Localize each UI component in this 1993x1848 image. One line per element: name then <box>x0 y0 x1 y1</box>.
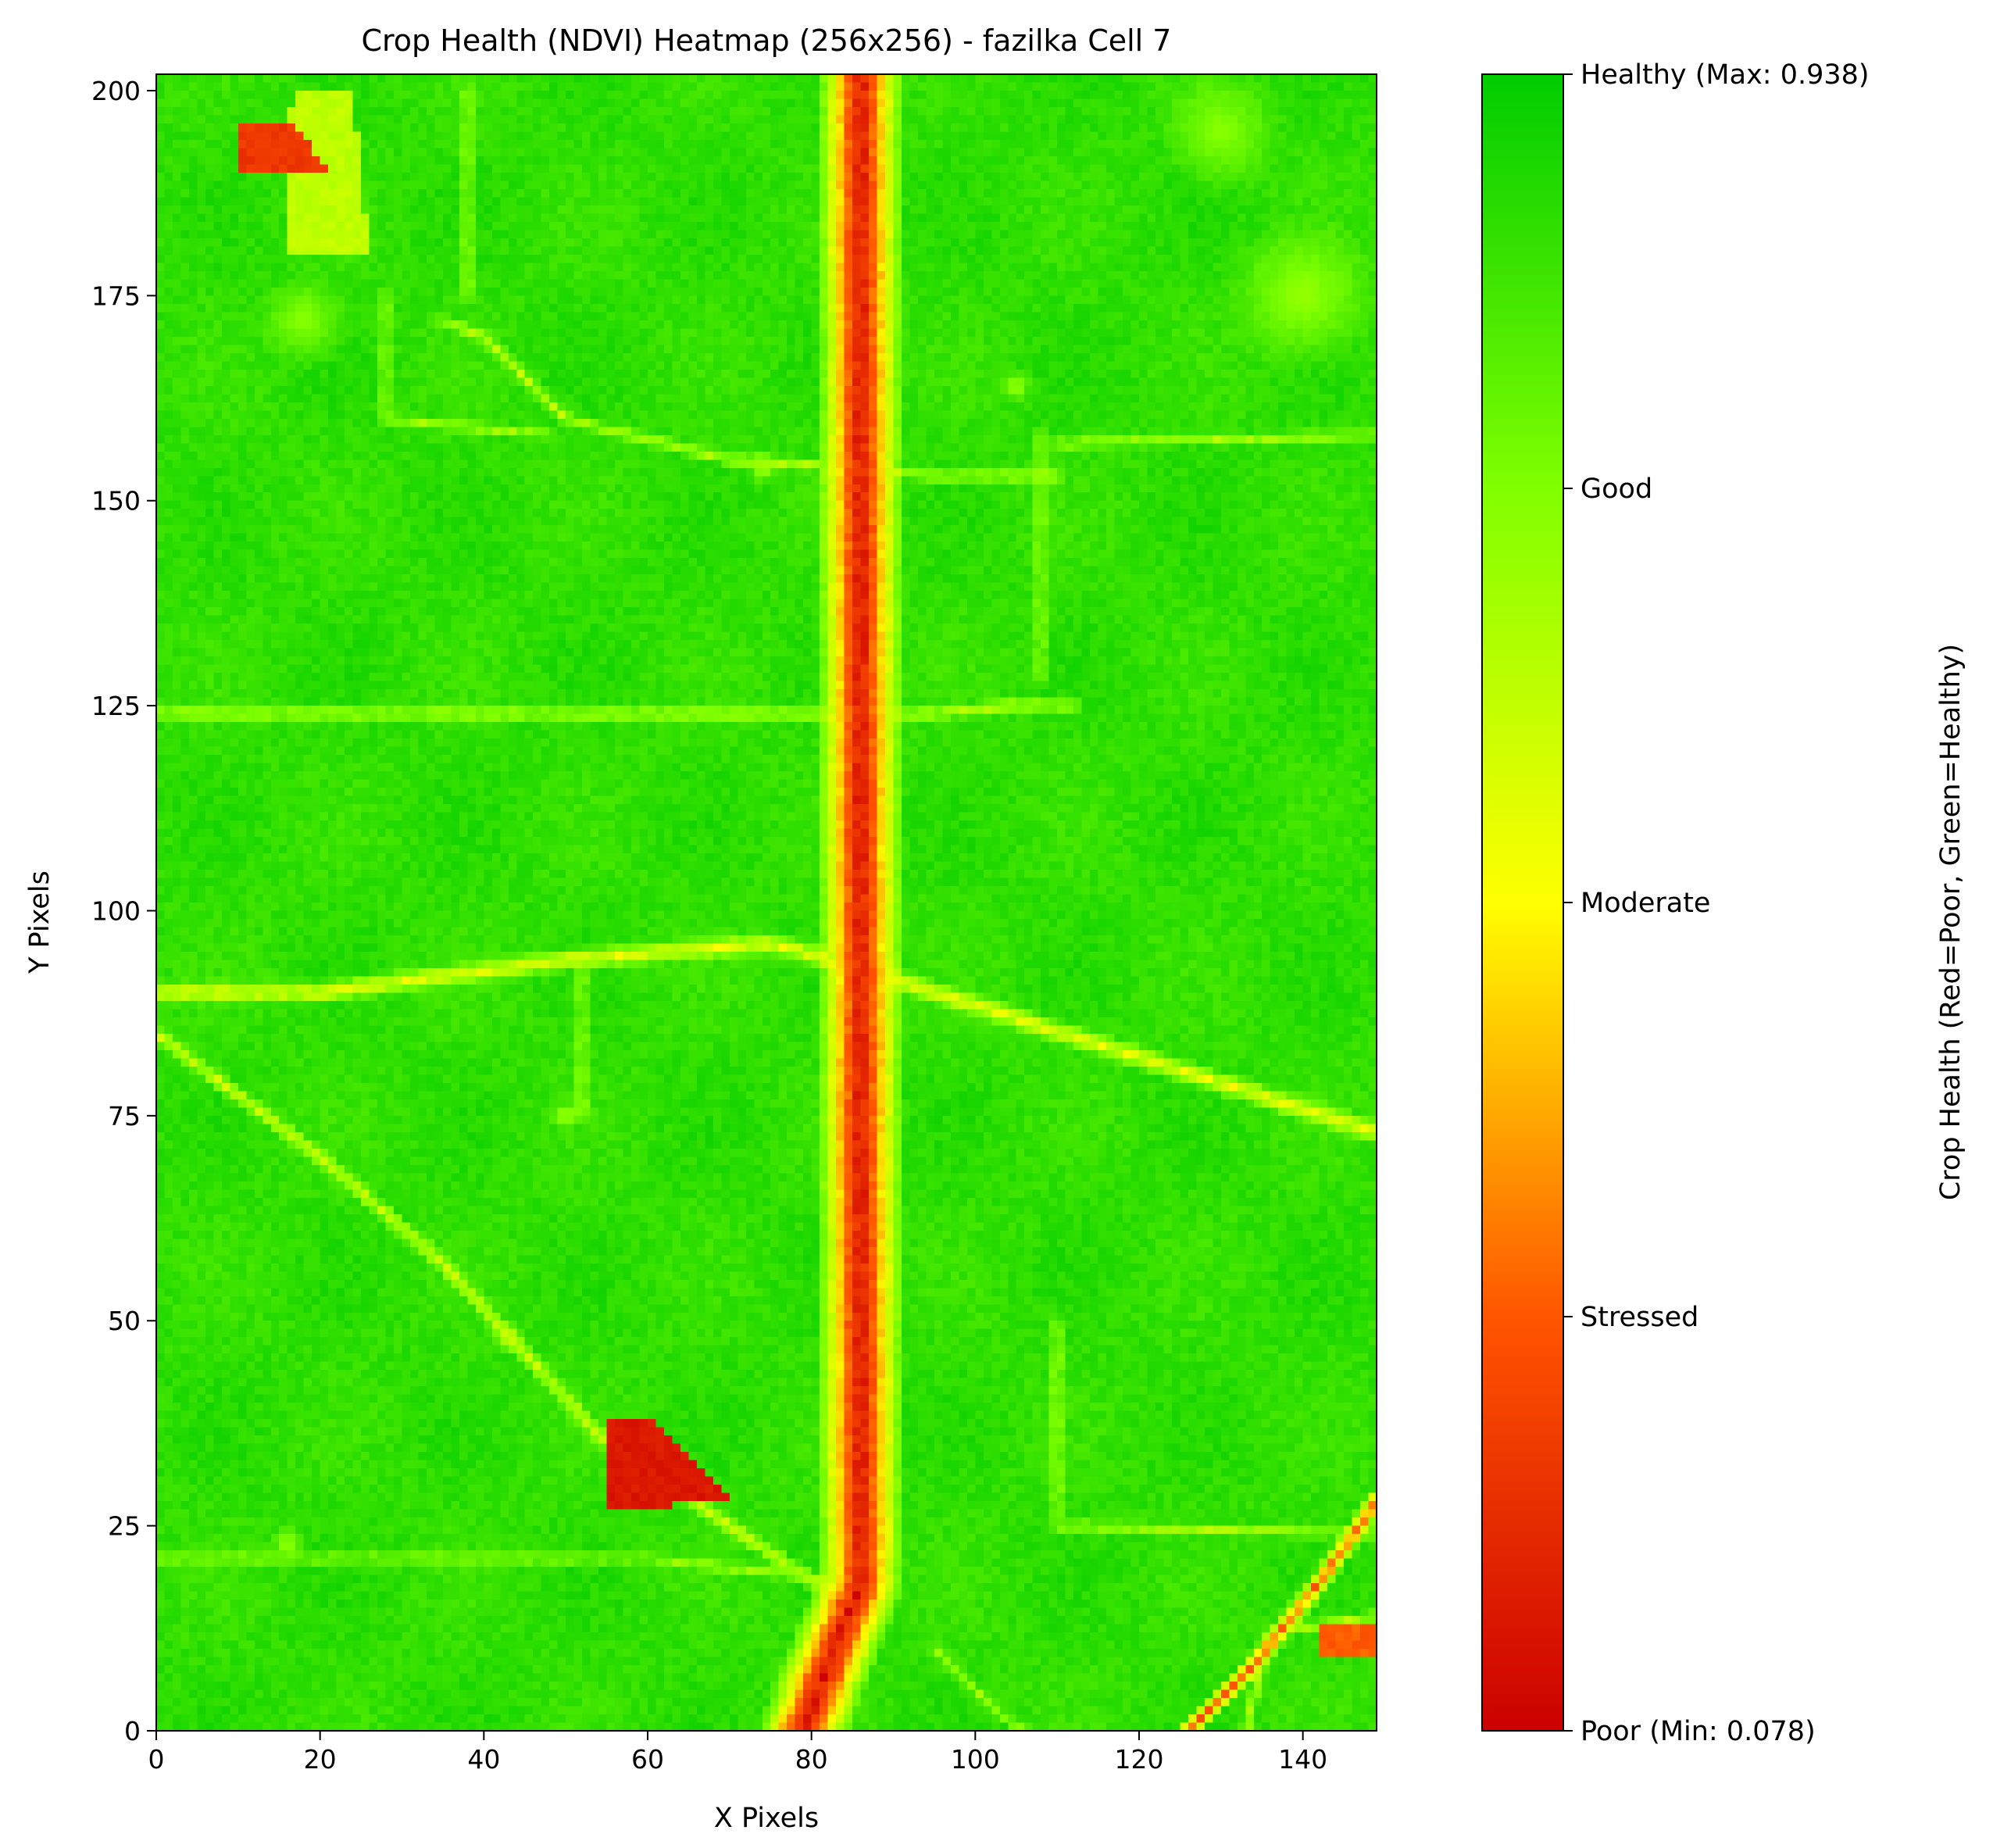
x-tick-label: 100 <box>951 1744 1000 1775</box>
chart-title: Crop Health (NDVI) Heatmap (256x256) - f… <box>361 23 1171 58</box>
heatmap-image <box>156 74 1377 1731</box>
x-tick-label: 80 <box>795 1744 828 1775</box>
colorbar-label: Crop Health (Red=Poor, Green=Healthy) <box>1935 644 1966 1200</box>
colorbar-tick-label: Good <box>1580 474 1652 505</box>
plot-frame <box>155 73 1377 1732</box>
colorbar-gradient <box>1481 73 1564 1732</box>
y-tick-label: 0 <box>124 1716 141 1746</box>
x-tick-label: 0 <box>148 1744 165 1775</box>
y-axis: 0 25 50 75 100 125 150 175 200 <box>91 76 156 1746</box>
x-tick-label: 40 <box>467 1744 500 1775</box>
y-tick-label: 125 <box>91 691 141 721</box>
x-tick-label: 60 <box>631 1744 664 1775</box>
x-axis: 0 20 40 60 80 100 120 140 <box>148 1731 1327 1775</box>
x-tick-label: 120 <box>1114 1744 1163 1775</box>
colorbar-tick-label: Poor (Min: 0.078) <box>1580 1716 1816 1747</box>
x-axis-label: X Pixels <box>714 1803 819 1834</box>
colorbar-tick-label: Healthy (Max: 0.938) <box>1580 59 1870 91</box>
colorbar-ticks: Poor (Min: 0.078) Stressed Moderate Good Hea… <box>1563 59 1870 1747</box>
y-tick-label: 75 <box>108 1101 141 1131</box>
colorbar: Poor (Min: 0.078) Stressed Moderate Good Hea… <box>1481 59 1966 1747</box>
y-tick-label: 150 <box>91 486 141 517</box>
y-tick-label: 175 <box>91 281 141 311</box>
colorbar-tick-label: Moderate <box>1580 888 1710 919</box>
x-tick-label: 20 <box>304 1744 337 1775</box>
y-tick-label: 50 <box>108 1306 141 1336</box>
y-tick-label: 25 <box>108 1511 141 1542</box>
colorbar-tick-label: Stressed <box>1580 1302 1698 1333</box>
y-axis-label: Y Pixels <box>24 870 55 974</box>
y-tick-label: 100 <box>91 895 141 926</box>
y-tick-label: 200 <box>91 76 141 106</box>
plot-area <box>155 73 1377 1732</box>
x-tick-label: 140 <box>1278 1744 1327 1775</box>
